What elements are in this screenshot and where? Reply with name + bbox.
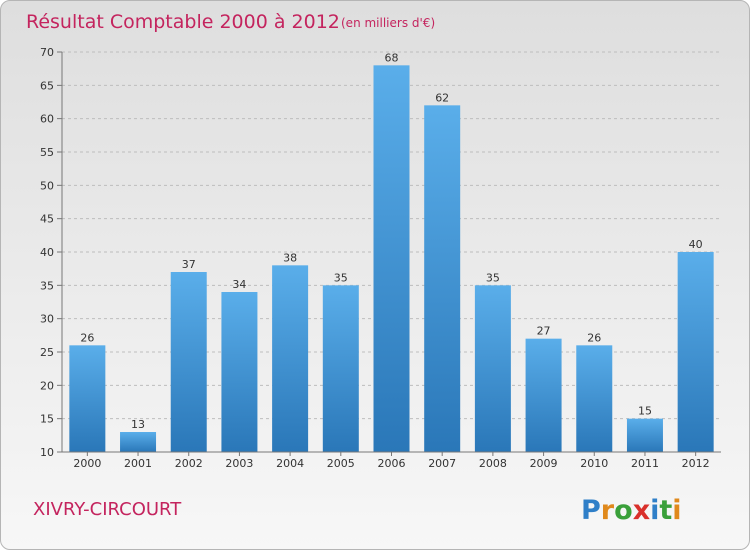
bar-value-label: 13: [131, 418, 145, 431]
logo-letter: x: [633, 495, 650, 526]
y-tick-label: 30: [40, 313, 54, 326]
bar-2009: [525, 338, 562, 452]
y-tick-label: 45: [40, 213, 54, 226]
bar-value-label: 15: [638, 405, 652, 418]
x-tick-label: 2007: [428, 457, 456, 470]
y-tick-label: 20: [40, 379, 54, 392]
bar-2010: [576, 345, 613, 452]
bar-value-label: 27: [537, 325, 551, 338]
bar-2006: [373, 65, 410, 452]
x-tick-label: 2001: [124, 457, 152, 470]
y-tick-label: 65: [40, 79, 54, 92]
x-tick-label: 2000: [73, 457, 101, 470]
x-tick-label: 2011: [631, 457, 659, 470]
x-tick-label: 2010: [580, 457, 608, 470]
logo-letter: r: [601, 495, 615, 526]
bar-value-label: 34: [232, 278, 246, 291]
y-tick-label: 55: [40, 146, 54, 159]
x-tick-label: 2002: [175, 457, 203, 470]
x-tick-label: 2012: [682, 457, 710, 470]
y-tick-label: 50: [40, 179, 54, 192]
bar-value-label: 37: [182, 258, 196, 271]
x-tick-label: 2006: [378, 457, 406, 470]
y-tick-label: 10: [40, 446, 54, 459]
commune-name: XIVRY-CIRCOURT: [33, 499, 182, 520]
bar-2007: [424, 105, 461, 452]
logo-letter: i: [650, 495, 659, 526]
bar-value-label: 40: [689, 238, 703, 251]
bars-layer: 26 13 37 34 38 35 68 62 35 27 26 15 40: [69, 51, 714, 452]
bar-value-label: 26: [80, 331, 94, 344]
logo-letter: t: [659, 495, 672, 526]
bar-2012: [677, 252, 714, 452]
x-tick-label: 2008: [479, 457, 507, 470]
logo-letter: o: [614, 495, 633, 526]
bar-value-label: 68: [385, 51, 399, 64]
bar-2002: [170, 272, 207, 452]
proxiti-logo: Proxiti: [581, 495, 682, 526]
bar-2004: [272, 265, 309, 452]
bar-2005: [322, 285, 359, 452]
bar-value-label: 38: [283, 251, 297, 264]
y-tick-label: 35: [40, 279, 54, 292]
bar-value-label: 26: [587, 331, 601, 344]
chart-subtitle: (en milliers d'€): [341, 16, 435, 30]
logo-letter: P: [581, 495, 601, 526]
y-tick-label: 25: [40, 346, 54, 359]
y-tick-label: 70: [40, 46, 54, 59]
bar-2000: [69, 345, 106, 452]
y-tick-label: 15: [40, 413, 54, 426]
bar-2001: [120, 432, 157, 452]
x-tick-label: 2005: [327, 457, 355, 470]
y-tick-label: 60: [40, 113, 54, 126]
bar-value-label: 62: [435, 91, 449, 104]
bar-2008: [474, 285, 511, 452]
axis-layer: 10 15 20 25 30 35 40 45 50 55 60 65 70 2000 2001 2002 20…: [40, 46, 721, 470]
logo-letter: i: [672, 495, 681, 526]
x-tick-label: 2003: [225, 457, 253, 470]
y-tick-label: 40: [40, 246, 54, 259]
bar-2011: [626, 418, 663, 452]
bar-value-label: 35: [486, 271, 500, 284]
x-tick-label: 2009: [530, 457, 558, 470]
bar-2003: [221, 292, 258, 452]
chart-title: Résultat Comptable 2000 à 2012: [26, 11, 340, 33]
x-tick-label: 2004: [276, 457, 304, 470]
bar-value-label: 35: [334, 271, 348, 284]
